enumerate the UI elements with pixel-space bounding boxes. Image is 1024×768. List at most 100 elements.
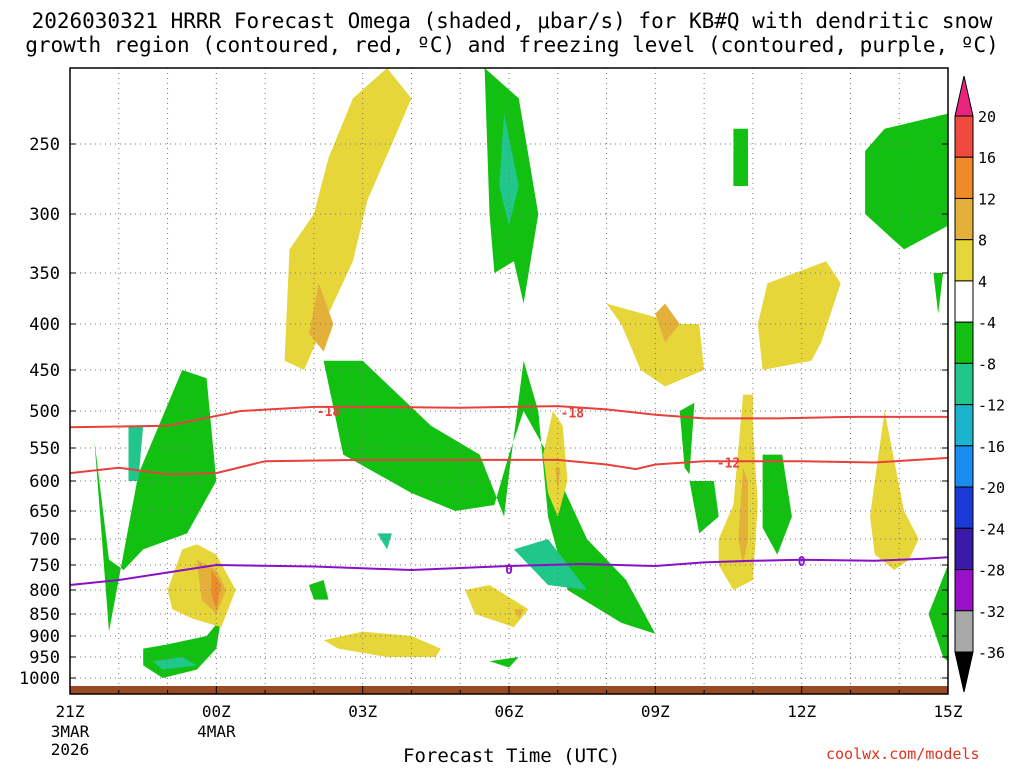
colorbar-box-8 (954, 404, 974, 447)
y-tick-label-650: 650 (29, 502, 60, 522)
colorbar-box-3 (954, 197, 974, 241)
colorbar-box-7 (954, 362, 974, 406)
omega-region-18 (284, 68, 412, 370)
contour-label-3: 0 (505, 563, 513, 578)
colorbar-label-m36: -36 (978, 644, 1005, 662)
omega-region-1 (128, 425, 144, 481)
colorbar-label-m20: -20 (978, 479, 1005, 497)
contour-line-m12-1 (69, 456, 949, 476)
y-tick-label-1000: 1000 (19, 669, 60, 689)
colorbar-box-5 (954, 280, 974, 323)
omega-region-4 (377, 533, 392, 550)
x-tick-label-00Z: 00Z (202, 702, 231, 721)
y-tick-label-950: 950 (29, 648, 60, 668)
omega-shading (94, 68, 948, 678)
colorbar-label-m8: -8 (978, 355, 996, 373)
omega-region-13 (928, 565, 948, 662)
y-tick-label-750: 750 (29, 556, 60, 576)
x-tick-sublabel-2026: 2026 (51, 740, 90, 759)
colorbar-label-4: 4 (978, 273, 987, 291)
colorbar-label-20: 20 (978, 108, 996, 126)
y-tick-label-550: 550 (29, 439, 60, 459)
x-axis-label: Forecast Time (UTC) (403, 745, 621, 767)
colorbar-label-m24: -24 (978, 520, 1005, 538)
omega-region-24 (555, 467, 561, 493)
omega-region-9 (762, 454, 792, 555)
colorbar-box-4 (954, 239, 974, 282)
omega-region-0 (94, 370, 217, 632)
colorbar-box-2 (954, 156, 974, 199)
y-tick-label-350: 350 (29, 264, 60, 284)
x-tick-label-03Z: 03Z (348, 702, 377, 721)
x-tick-sublabel-4MAR: 4MAR (197, 722, 236, 741)
y-tick-label-500: 500 (29, 402, 60, 422)
omega-region-14 (143, 618, 222, 678)
x-tick-label-09Z: 09Z (641, 702, 670, 721)
omega-region-16 (309, 580, 329, 600)
omega-region-7 (689, 481, 719, 534)
omega-region-21 (655, 303, 680, 343)
omega-region-10 (679, 402, 695, 475)
contour-label-4: 0 (798, 555, 806, 570)
colorbar: 20 16 12 8 4 -4 -8 -12 -16 -20 -24 -28 -32 -36 (954, 75, 1005, 693)
omega-region-22 (757, 261, 841, 370)
omega-region-29 (196, 559, 227, 614)
omega-region-12 (933, 273, 944, 314)
omega-region-32 (513, 609, 524, 619)
contour-label-2: -12 (717, 457, 740, 472)
omega-region-23 (543, 411, 568, 517)
colorbar-cap-top (954, 75, 974, 117)
colorbar-label-m32: -32 (978, 603, 1005, 621)
colorbar-box-12 (954, 569, 974, 612)
colorbar-box-11 (954, 527, 974, 571)
colorbar-label-m4: -4 (978, 314, 996, 332)
chart-title-line-2: growth region (contoured, red, ºC) and f… (25, 33, 999, 57)
colorbar-cap-bottom (954, 651, 974, 693)
omega-region-25 (718, 394, 758, 590)
omega-region-15 (152, 657, 197, 670)
colorbar-box-10 (954, 486, 974, 529)
colorbar-label-m16: -16 (978, 438, 1005, 456)
colorbar-box-1 (954, 115, 974, 158)
x-tick-label-21Z: 21Z (56, 702, 85, 721)
y-tick-label-600: 600 (29, 472, 60, 492)
colorbar-box-6 (954, 321, 974, 364)
credit-link[interactable]: coolwx.com/models (826, 745, 980, 763)
contour-label-0: -18 (317, 405, 341, 420)
colorbar-box-13 (954, 610, 974, 653)
omega-region-33 (323, 631, 441, 657)
y-tick-label-900: 900 (29, 627, 60, 647)
temperature-contours: -18 -18 -12 0 0 (69, 405, 949, 586)
colorbar-label-m12: -12 (978, 397, 1005, 415)
colorbar-label-8: 8 (978, 232, 987, 250)
colorbar-label-12: 12 (978, 190, 996, 208)
omega-region-17 (489, 657, 519, 668)
omega-region-27 (870, 411, 919, 570)
omega-region-8 (865, 113, 948, 250)
colorbar-label-16: 16 (978, 149, 996, 167)
y-tick-label-450: 450 (29, 361, 60, 381)
y-tick-label-250: 250 (29, 135, 60, 155)
chart-title-line-1: 2026030321 HRRR Forecast Omega (shaded, … (31, 9, 993, 33)
contour-line-m18-0 (69, 405, 948, 429)
contour-line-0-2 (69, 556, 949, 586)
omega-region-6 (499, 113, 519, 226)
y-tick-label-800: 800 (29, 581, 60, 601)
y-tick-label-400: 400 (29, 315, 60, 335)
y-tick-label-700: 700 (29, 530, 60, 550)
omega-region-31 (465, 585, 529, 628)
y-tick-label-850: 850 (29, 605, 60, 625)
axis-ticks: 2503003504004505005506006507007508008509… (19, 135, 963, 759)
omega-region-2 (323, 360, 656, 634)
omega-region-11 (733, 128, 748, 186)
x-tick-label-12Z: 12Z (787, 702, 816, 721)
contour-label-1: -18 (561, 406, 585, 421)
colorbar-label-m28: -28 (978, 562, 1005, 580)
x-tick-label-06Z: 06Z (495, 702, 524, 721)
x-tick-label-15Z: 15Z (934, 702, 963, 721)
omega-region-26 (738, 467, 748, 565)
x-tick-sublabel-3MAR: 3MAR (51, 722, 90, 741)
omega-region-30 (211, 570, 222, 610)
y-tick-label-300: 300 (29, 205, 60, 225)
